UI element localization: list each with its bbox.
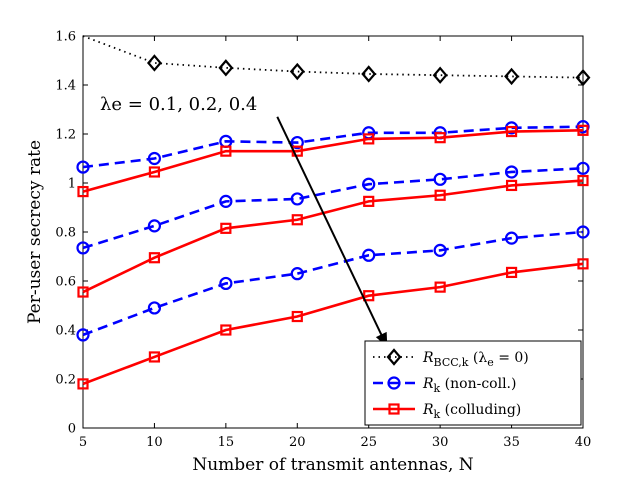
square-marker xyxy=(220,324,232,336)
square-marker xyxy=(505,266,518,279)
circle-marker xyxy=(504,165,519,179)
x-axis-label: Number of transmit antennas, N xyxy=(192,455,473,475)
circle-marker xyxy=(290,267,304,281)
series-5 xyxy=(76,225,590,342)
diamond-marker xyxy=(218,59,234,77)
series-0 xyxy=(82,35,591,87)
series-line xyxy=(82,230,584,337)
series-1 xyxy=(76,120,590,174)
square-marker xyxy=(577,174,589,187)
circle-marker xyxy=(76,241,90,255)
square-marker xyxy=(220,145,232,157)
circle-marker xyxy=(219,194,233,208)
square-marker xyxy=(148,351,161,363)
series-line xyxy=(82,129,584,193)
tick-labels: 5 10 15 20 25 30 35 40 0 0.2 0.4 0.6 0.8 1 1.2 1.4 1.6 xyxy=(55,30,591,451)
y-tick-label: 0.8 xyxy=(55,226,76,241)
diamond-marker xyxy=(432,66,448,84)
square-marker xyxy=(291,214,303,226)
square-marker xyxy=(434,281,446,293)
circle-marker xyxy=(433,172,447,186)
legend-label: RBCC,k (λe = 0) xyxy=(422,350,529,369)
legend-entry: Rk (colluding) xyxy=(373,402,521,421)
y-tick-label: 1.6 xyxy=(55,30,76,45)
series-line xyxy=(82,262,584,386)
square-marker xyxy=(77,185,89,198)
square-marker xyxy=(363,133,375,145)
y-axis-label: Per-user secrecy rate xyxy=(25,140,45,324)
legend-box xyxy=(364,340,582,426)
diamond-marker xyxy=(146,54,162,72)
circle-marker xyxy=(219,276,233,291)
circle-marker xyxy=(433,243,447,257)
series-line xyxy=(82,35,584,79)
y-tick-label: 1 xyxy=(68,177,76,192)
circle-marker xyxy=(147,219,162,233)
square-marker xyxy=(220,222,232,234)
square-marker xyxy=(434,189,446,201)
circle-marker xyxy=(147,151,162,166)
legend-entry: Rk (non-coll.) xyxy=(373,376,516,395)
x-tick-label: 20 xyxy=(289,435,306,450)
circle-marker xyxy=(504,231,519,245)
circle-marker xyxy=(362,248,376,262)
circle-marker xyxy=(147,301,162,315)
legend: RBCC,k (λe = 0) Rk (non-coll.) Rk (colludi… xyxy=(364,340,582,426)
diamond-marker xyxy=(504,67,520,86)
legend-marker xyxy=(388,403,400,415)
circle-marker xyxy=(290,192,304,206)
square-marker xyxy=(363,195,375,207)
diamond-marker xyxy=(361,65,377,83)
series-2 xyxy=(77,124,589,198)
square-marker xyxy=(291,310,303,323)
y-tick-label: 1.2 xyxy=(55,128,76,143)
series-4 xyxy=(77,174,589,298)
y-tick-label: 1.4 xyxy=(55,79,76,94)
legend-label: Rk (colluding) xyxy=(422,402,521,421)
square-marker xyxy=(77,286,89,298)
legend-marker xyxy=(386,348,402,366)
square-marker xyxy=(577,258,589,270)
annotation: λe = 0.1, 0.2, 0.4 xyxy=(100,94,389,348)
legend-label: Rk (non-coll.) xyxy=(422,376,516,395)
series-line xyxy=(82,167,584,250)
square-marker xyxy=(363,290,375,302)
circle-marker xyxy=(576,225,590,239)
square-marker xyxy=(77,378,89,390)
series-line xyxy=(82,125,584,169)
circle-marker xyxy=(362,177,376,191)
series-3 xyxy=(76,161,590,255)
x-tick-label: 10 xyxy=(146,435,163,450)
x-tick-label: 5 xyxy=(79,435,87,450)
square-marker xyxy=(505,179,518,192)
circle-marker xyxy=(76,160,90,174)
annotation-arrow-shaft xyxy=(276,116,389,348)
annotation-text: λe = 0.1, 0.2, 0.4 xyxy=(100,94,257,115)
x-tick-label: 40 xyxy=(575,435,592,450)
square-marker xyxy=(148,166,161,178)
x-tick-label: 30 xyxy=(432,435,449,450)
x-tick-label: 35 xyxy=(503,435,520,450)
square-marker xyxy=(577,124,589,136)
x-tick-label: 25 xyxy=(360,435,377,450)
y-tick-label: 0.4 xyxy=(55,324,76,339)
circle-marker xyxy=(576,161,590,175)
legend-marker xyxy=(387,376,401,390)
y-tick-label: 0.2 xyxy=(55,373,76,388)
y-tick-label: 0 xyxy=(68,422,76,437)
series-6 xyxy=(77,258,589,390)
series-line xyxy=(82,179,584,294)
circle-marker xyxy=(290,135,304,150)
square-marker xyxy=(148,252,161,264)
legend-entry: RBCC,k (λe = 0) xyxy=(373,348,529,369)
diamond-marker xyxy=(575,68,591,87)
y-tick-label: 0.6 xyxy=(55,275,76,290)
square-marker xyxy=(434,132,446,144)
diamond-marker xyxy=(289,62,305,81)
series-layer xyxy=(76,35,591,390)
circle-marker xyxy=(76,328,90,342)
x-tick-label: 15 xyxy=(218,435,235,450)
square-marker xyxy=(505,125,518,138)
